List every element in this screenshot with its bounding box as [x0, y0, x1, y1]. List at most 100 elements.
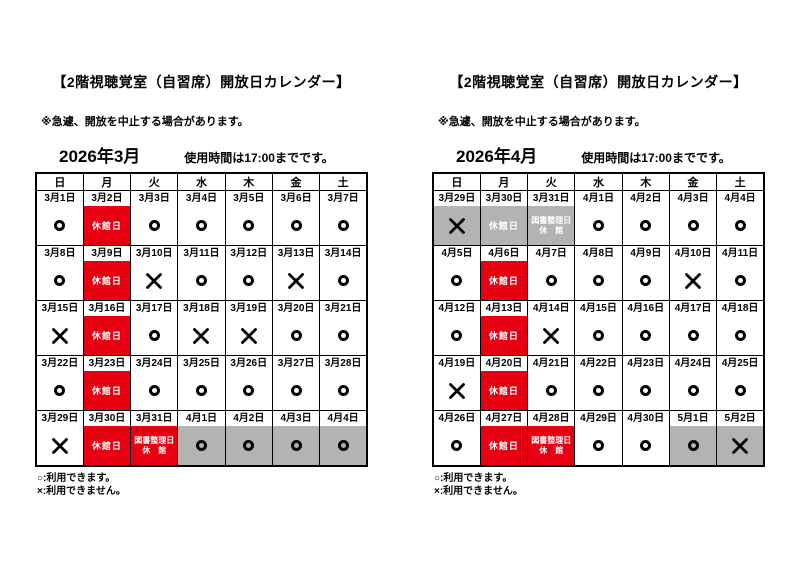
legend-open: ○:利用できます。 — [37, 473, 116, 484]
day-date-label: 3月23日 — [83, 356, 131, 371]
day-date-label: 4月26日 — [434, 411, 480, 426]
day-date-label: 3月1日 — [37, 191, 83, 206]
day-cell: 3月9日 休館日 — [82, 245, 132, 301]
day-cell: 3月21日 — [319, 300, 368, 356]
day-date-label: 4月6日 — [480, 246, 528, 261]
day-status-area — [717, 371, 763, 410]
day-cell: 3月5日 — [224, 190, 273, 246]
day-date-label: 4月3日 — [272, 411, 320, 426]
day-status-area — [528, 316, 574, 355]
day-date-label: 3月29日 — [37, 411, 83, 426]
day-date-label: 4月12日 — [434, 301, 480, 316]
day-date-label: 3月9日 — [83, 246, 131, 261]
day-date-label: 3月7日 — [320, 191, 366, 206]
day-cell: 3月17日 — [130, 300, 179, 356]
day-date-label: 3月14日 — [320, 246, 366, 261]
day-date-label: 3月2日 — [83, 191, 131, 206]
day-cell: 3月2日 休館日 — [82, 190, 132, 246]
day-cell: 3月6日 — [271, 190, 321, 246]
day-date-label: 4月1日 — [178, 411, 225, 426]
day-status-area: 休館日 — [481, 371, 527, 410]
day-date-label: 4月5日 — [434, 246, 480, 261]
day-status-area — [623, 261, 669, 300]
day-cell: 4月2日 — [224, 410, 273, 467]
day-status-area — [131, 371, 177, 410]
day-date-label: 4月16日 — [622, 301, 669, 316]
day-cell: 3月14日 — [319, 245, 368, 301]
calendar-note: ※急遽、開放を中止する場合があります。 — [438, 116, 646, 128]
open-circle-icon — [243, 220, 255, 231]
open-circle-icon — [734, 220, 746, 231]
legend: ○:利用できます。 ×:利用できません。 — [432, 472, 765, 498]
calendar-march: 【2階視聴覚室（自習席）開放日カレンダー】 ※急遽、開放を中止する場合があります… — [35, 72, 368, 498]
day-status-area — [37, 426, 83, 465]
closed-day-label: 休館日 — [488, 441, 519, 451]
open-circle-icon — [337, 220, 349, 231]
day-status-area — [575, 371, 621, 410]
day-status-area: 休館日 — [84, 206, 130, 245]
day-date-label: 3月27日 — [272, 356, 320, 371]
day-status-area — [178, 426, 224, 465]
closed-x-icon — [448, 382, 465, 399]
weekday-header: 金 — [271, 172, 321, 191]
open-circle-icon — [592, 385, 604, 396]
book-sorting-closed-label: 図書整理日休 館 — [531, 435, 572, 455]
day-status-area — [226, 426, 272, 465]
day-date-label: 4月2日 — [225, 411, 272, 426]
closed-x-icon — [543, 327, 560, 344]
day-date-label: 4月7日 — [528, 246, 575, 261]
day-date-label: 4月2日 — [622, 191, 669, 206]
day-status-area — [131, 316, 177, 355]
day-cell: 4月4日 — [319, 410, 368, 467]
day-date-label: 3月10日 — [131, 246, 178, 261]
day-status-area — [623, 206, 669, 245]
day-cell: 4月1日 — [177, 410, 226, 467]
open-circle-icon — [734, 275, 746, 286]
weekday-header: 水 — [177, 172, 226, 191]
day-date-label: 4月27日 — [480, 411, 528, 426]
day-cell: 4月14日 — [527, 300, 576, 356]
month-label: 2026年4月 — [456, 147, 538, 166]
day-cell: 4月4日 — [716, 190, 765, 246]
day-cell: 4月23日 — [621, 355, 670, 411]
day-cell: 4月10日 — [668, 245, 718, 301]
weekday-header: 月 — [479, 172, 529, 191]
day-date-label: 4月1日 — [575, 191, 622, 206]
weekday-header: 月 — [82, 172, 132, 191]
day-status-area — [37, 316, 83, 355]
weekday-header: 水 — [574, 172, 623, 191]
day-date-label: 4月21日 — [528, 356, 575, 371]
day-status-area — [273, 316, 319, 355]
day-date-label: 3月31日 — [528, 191, 575, 206]
closed-x-icon — [448, 217, 465, 234]
day-status-area — [528, 261, 574, 300]
day-status-area: 休館日 — [481, 206, 527, 245]
open-circle-icon — [195, 440, 207, 451]
calendar-title: 【2階視聴覚室（自習席）開放日カレンダー】 — [52, 74, 351, 90]
day-cell: 4月2日 — [621, 190, 670, 246]
open-circle-icon — [290, 220, 302, 231]
day-status-area — [226, 316, 272, 355]
day-status-area — [434, 316, 480, 355]
day-cell: 3月25日 — [177, 355, 226, 411]
day-date-label: 4月20日 — [480, 356, 528, 371]
weekday-header: 木 — [621, 172, 670, 191]
open-circle-icon — [640, 220, 652, 231]
open-circle-icon — [592, 330, 604, 341]
day-date-label: 4月23日 — [622, 356, 669, 371]
day-status-area — [670, 261, 716, 300]
day-status-area — [320, 371, 366, 410]
day-cell: 4月21日 — [527, 355, 576, 411]
open-circle-icon — [592, 220, 604, 231]
day-date-label: 3月6日 — [272, 191, 320, 206]
day-date-label: 4月30日 — [622, 411, 669, 426]
day-status-area: 休館日 — [481, 316, 527, 355]
day-status-area — [717, 261, 763, 300]
day-cell: 3月15日 — [35, 300, 84, 356]
day-cell: 3月24日 — [130, 355, 179, 411]
weekday-header-row: 日月火水木金土 — [432, 172, 765, 191]
day-status-area — [717, 316, 763, 355]
day-status-area — [273, 371, 319, 410]
day-cell: 3月12日 — [224, 245, 273, 301]
